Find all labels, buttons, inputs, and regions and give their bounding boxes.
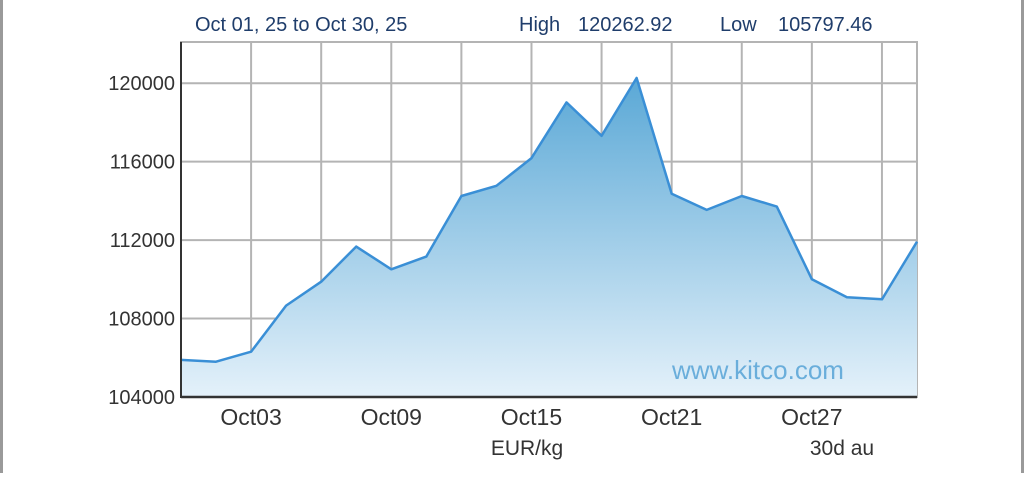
x-tick-label: Oct03 [220, 404, 281, 430]
left-frame-border [0, 0, 3, 473]
y-tick-label: 112000 [110, 230, 175, 252]
x-tick-label: Oct09 [361, 404, 422, 430]
watermark: www.kitco.com [671, 355, 844, 385]
y-tick-label: 120000 [108, 73, 175, 95]
high-value: 120262.92 [578, 14, 673, 36]
x-tick-label: Oct15 [501, 404, 562, 430]
y-tick-label: 108000 [108, 309, 175, 331]
x-axis-unit: EUR/kg [491, 437, 563, 460]
high-label: High [519, 14, 560, 36]
x-tick-label: Oct27 [781, 404, 842, 430]
period-note: 30d au [810, 437, 874, 460]
low-label: Low [720, 14, 757, 36]
date-range: Oct 01, 25 to Oct 30, 25 [195, 14, 407, 36]
x-axis-labels: Oct03 Oct09 Oct15 Oct21 Oct27 [220, 404, 842, 430]
x-tick-label: Oct21 [641, 404, 702, 430]
low-value: 105797.46 [778, 14, 873, 36]
y-tick-label: 104000 [108, 387, 175, 409]
y-axis-labels: 104000 108000 112000 116000 120000 [108, 73, 175, 409]
y-tick-label: 116000 [110, 152, 175, 174]
